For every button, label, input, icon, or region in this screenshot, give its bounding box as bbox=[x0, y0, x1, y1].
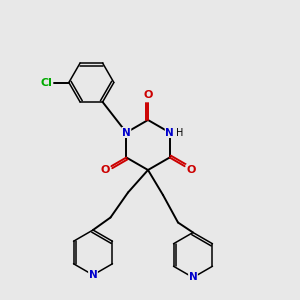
Text: N: N bbox=[165, 128, 174, 137]
Text: N: N bbox=[122, 128, 131, 137]
Text: O: O bbox=[186, 165, 196, 175]
Text: N: N bbox=[88, 270, 98, 280]
Text: H: H bbox=[176, 128, 183, 137]
Text: O: O bbox=[143, 91, 153, 100]
Text: Cl: Cl bbox=[40, 77, 52, 88]
Text: O: O bbox=[100, 165, 110, 175]
Text: N: N bbox=[189, 272, 197, 283]
